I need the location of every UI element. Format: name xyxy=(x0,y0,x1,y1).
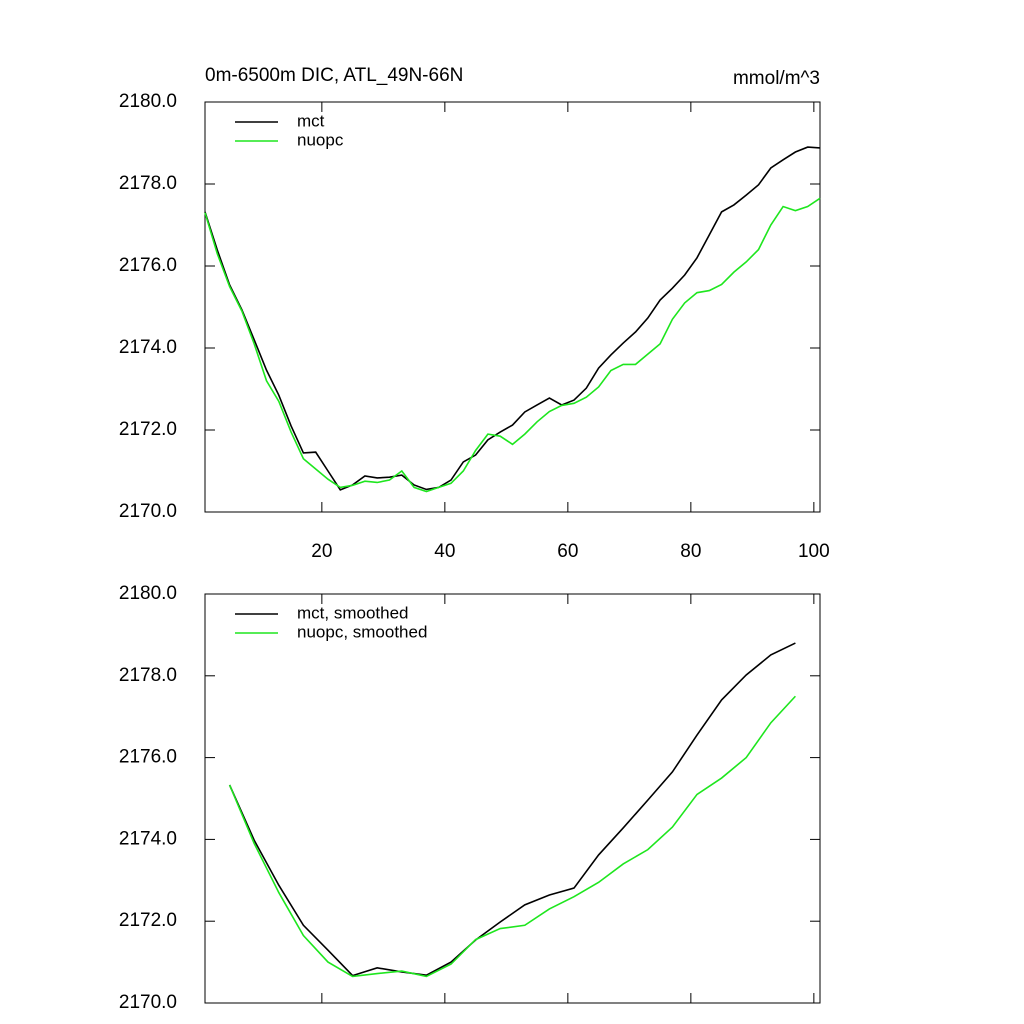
legend-label: nuopc, smoothed xyxy=(297,622,427,641)
x-tick-label: 40 xyxy=(434,541,455,562)
units-label: mmol/m^3 xyxy=(733,68,820,89)
series-line xyxy=(228,642,796,977)
plot-frame xyxy=(204,101,821,513)
y-tick-label: 2174.0 xyxy=(119,337,177,358)
y-tick-label: 2170.0 xyxy=(119,501,177,522)
y-tick-label: 2170.0 xyxy=(119,992,177,1013)
chart-title: 0m-6500m DIC, ATL_49N-66N xyxy=(205,65,463,86)
y-tick-label: 2180.0 xyxy=(119,91,177,112)
plot-frame xyxy=(204,593,821,1004)
y-tick-label: 2174.0 xyxy=(119,828,177,849)
series-line xyxy=(204,197,821,493)
legend-label: mct xyxy=(297,111,325,130)
legend-label: mct, smoothed xyxy=(297,603,409,622)
x-tick-label: 20 xyxy=(311,541,332,562)
y-tick-label: 2180.0 xyxy=(119,583,177,604)
legend-label: nuopc xyxy=(297,130,344,149)
series-line xyxy=(228,695,796,978)
series-line xyxy=(204,146,821,491)
x-tick-label: 100 xyxy=(798,541,830,562)
y-tick-label: 2176.0 xyxy=(119,747,177,768)
y-tick-label: 2172.0 xyxy=(119,910,177,931)
y-tick-label: 2178.0 xyxy=(119,173,177,194)
x-tick-label: 80 xyxy=(680,541,701,562)
y-tick-label: 2178.0 xyxy=(119,665,177,686)
y-tick-label: 2176.0 xyxy=(119,255,177,276)
x-tick-label: 60 xyxy=(557,541,578,562)
y-tick-label: 2172.0 xyxy=(119,419,177,440)
